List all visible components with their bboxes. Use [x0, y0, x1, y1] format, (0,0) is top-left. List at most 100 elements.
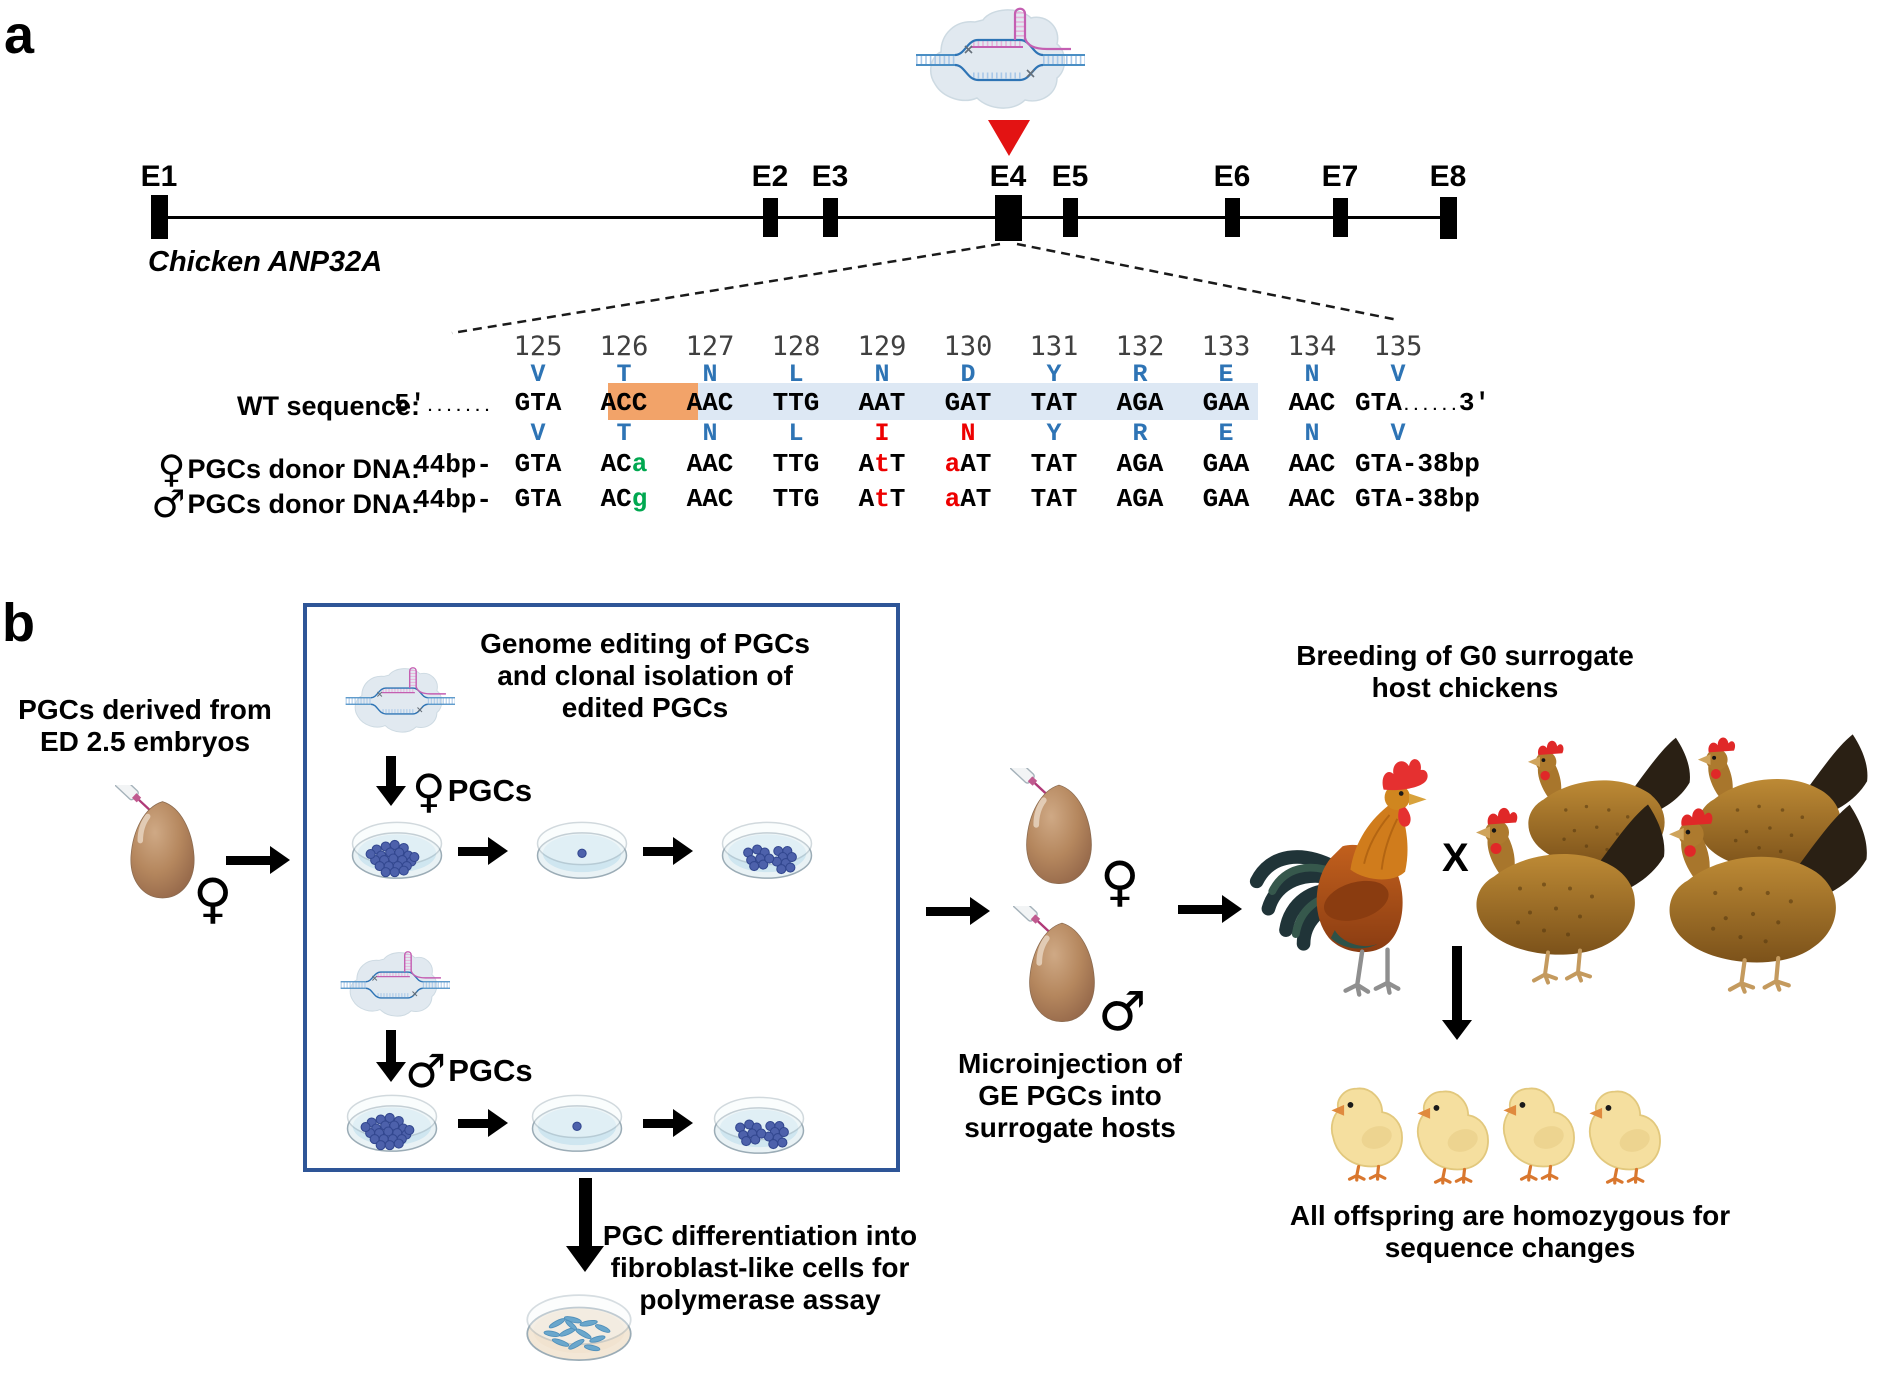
- aa: E: [1218, 419, 1234, 448]
- exon-e4: [995, 195, 1022, 241]
- wt-sequence-label: WT sequence:: [120, 391, 420, 421]
- male-pgcs-label: ♂ PGCs: [405, 1048, 533, 1094]
- aa-mutated: I: [874, 419, 890, 448]
- arrow-crispr-to-dish-male: [376, 1030, 406, 1082]
- exon-label-e6: E6: [1213, 160, 1251, 193]
- arrow-eggs-to-breeding: [1178, 894, 1242, 924]
- male-icon: ♂: [1098, 980, 1147, 1043]
- exon-label-e7: E7: [1321, 160, 1359, 193]
- wt-codon: TAT: [1030, 388, 1078, 418]
- panel-a-label: a: [4, 5, 35, 65]
- arrow-box-to-differentiation: [566, 1178, 604, 1272]
- codon-number: 135: [1373, 331, 1423, 362]
- egg-injection-female-illustration: [1010, 768, 1108, 896]
- hen-illustration: [1460, 786, 1670, 991]
- guide-blue-highlight: [698, 383, 1258, 420]
- chick-illustration: [1412, 1070, 1498, 1192]
- donor-codon-last: GTA-38bp: [1355, 484, 1480, 514]
- petri-dish-many-cells: [348, 808, 446, 888]
- pam-orange-highlight: [608, 383, 698, 420]
- base: A: [858, 484, 875, 514]
- male-icon: ♂: [405, 1044, 447, 1098]
- exon-label-e5: E5: [1051, 160, 1089, 193]
- box-title: Genome editing of PGCs and clonal isolat…: [480, 628, 810, 724]
- aa: N: [702, 360, 718, 389]
- three-prime: 3′: [1458, 388, 1491, 418]
- crispr-cas9-icon-female: [345, 660, 455, 742]
- female-icon: ♀: [412, 764, 446, 818]
- codon-number: 125: [513, 331, 563, 362]
- exon-e2: [763, 198, 778, 237]
- pgcs-text: PGCs: [447, 773, 533, 808]
- five-prime: 5′: [394, 389, 426, 419]
- egg-injection-male-illustration: [1013, 906, 1111, 1034]
- wt-prefix: 5′.......: [368, 389, 492, 419]
- base: A: [858, 449, 875, 479]
- donor-codon: AAC: [686, 484, 734, 514]
- rooster-illustration: [1245, 742, 1450, 1007]
- hen-illustration: [1645, 788, 1880, 998]
- petri-dish-single-clone: [533, 808, 631, 888]
- mutant-base: t: [874, 449, 890, 479]
- codon-number: 126: [599, 331, 649, 362]
- genome-editing-box: [303, 603, 900, 1172]
- offspring-text: All offspring are homozygous for sequenc…: [1289, 1200, 1731, 1264]
- target-site-triangle-icon: [988, 120, 1030, 156]
- silent-base: g: [631, 484, 648, 514]
- aa: V: [1390, 419, 1406, 448]
- mutant-base: a: [944, 484, 961, 514]
- male-donor-dna-row: GTA ACg AAC TTG AtT aAT TAT AGA GAA AAC …: [495, 484, 1480, 514]
- mutant-base: t: [874, 484, 890, 514]
- female-donor-dna-row: GTA ACa AAC TTG AtT aAT TAT AGA GAA AAC …: [495, 449, 1480, 479]
- female-icon: ♀: [193, 867, 233, 930]
- pgcs-derived-text: PGCs derived from ED 2.5 embryos: [18, 694, 272, 758]
- donor-codon: ACg: [581, 484, 667, 514]
- aa: D: [960, 360, 976, 389]
- aa: T: [616, 419, 632, 448]
- pgcs-text: PGCs: [448, 1053, 533, 1088]
- aa: N: [1304, 419, 1320, 448]
- aa: R: [1132, 360, 1148, 389]
- gene-intron-line: [158, 216, 1455, 219]
- donor-codon: ACa: [581, 449, 667, 479]
- edited-amino-acid-row: V T N L I N Y R E N V: [495, 419, 1441, 448]
- aa: N: [874, 360, 890, 389]
- crispr-cas9-icon-male: [340, 944, 450, 1026]
- arrow-crispr-to-dish-female: [376, 756, 406, 806]
- donor-codon: TAT: [1030, 449, 1078, 479]
- base: AC: [600, 484, 632, 514]
- aa: V: [530, 419, 546, 448]
- female-donor-label: ♀ PGCs donor DNA:: [120, 450, 420, 488]
- codon-number: 127: [685, 331, 735, 362]
- aa: Y: [1046, 419, 1062, 448]
- wt-codon: GAA: [1202, 388, 1250, 418]
- wt-codon: AAC: [686, 388, 734, 418]
- aa: Y: [1046, 360, 1062, 389]
- wt-codon: AAT: [858, 388, 906, 418]
- base: AC: [600, 449, 632, 479]
- petri-dish-many-cells: [343, 1081, 441, 1161]
- petri-dish-expanded-clones: [718, 808, 816, 888]
- donor-codon: aAT: [925, 484, 1011, 514]
- donor-codon: AAC: [686, 449, 734, 479]
- exon-e7: [1333, 198, 1348, 237]
- male-donor-prefix: 44bp-: [413, 485, 492, 515]
- base: AT: [960, 484, 992, 514]
- donor-codon: GAA: [1202, 484, 1250, 514]
- codon-number: 132: [1115, 331, 1165, 362]
- wt-codon: GTA: [514, 388, 562, 418]
- arrow-box-to-eggs: [926, 896, 990, 926]
- codon-number: 131: [1029, 331, 1079, 362]
- donor-codon: AGA: [1116, 484, 1164, 514]
- aa: N: [702, 419, 718, 448]
- arrow-breeding-to-offspring: [1442, 946, 1472, 1040]
- donor-codon: GTA: [514, 449, 562, 479]
- wt-codon-last: GTA......3′: [1355, 388, 1490, 418]
- arrow-egg-to-box: [226, 845, 290, 875]
- wt-amino-acid-row: V T N L N D Y R E N V: [495, 360, 1441, 389]
- wt-codon: TTG: [772, 388, 820, 418]
- cross-x-label: X: [1442, 836, 1469, 880]
- exon-label-e4: E4: [989, 160, 1027, 193]
- wt-sequence-label-text: WT sequence:: [236, 390, 420, 421]
